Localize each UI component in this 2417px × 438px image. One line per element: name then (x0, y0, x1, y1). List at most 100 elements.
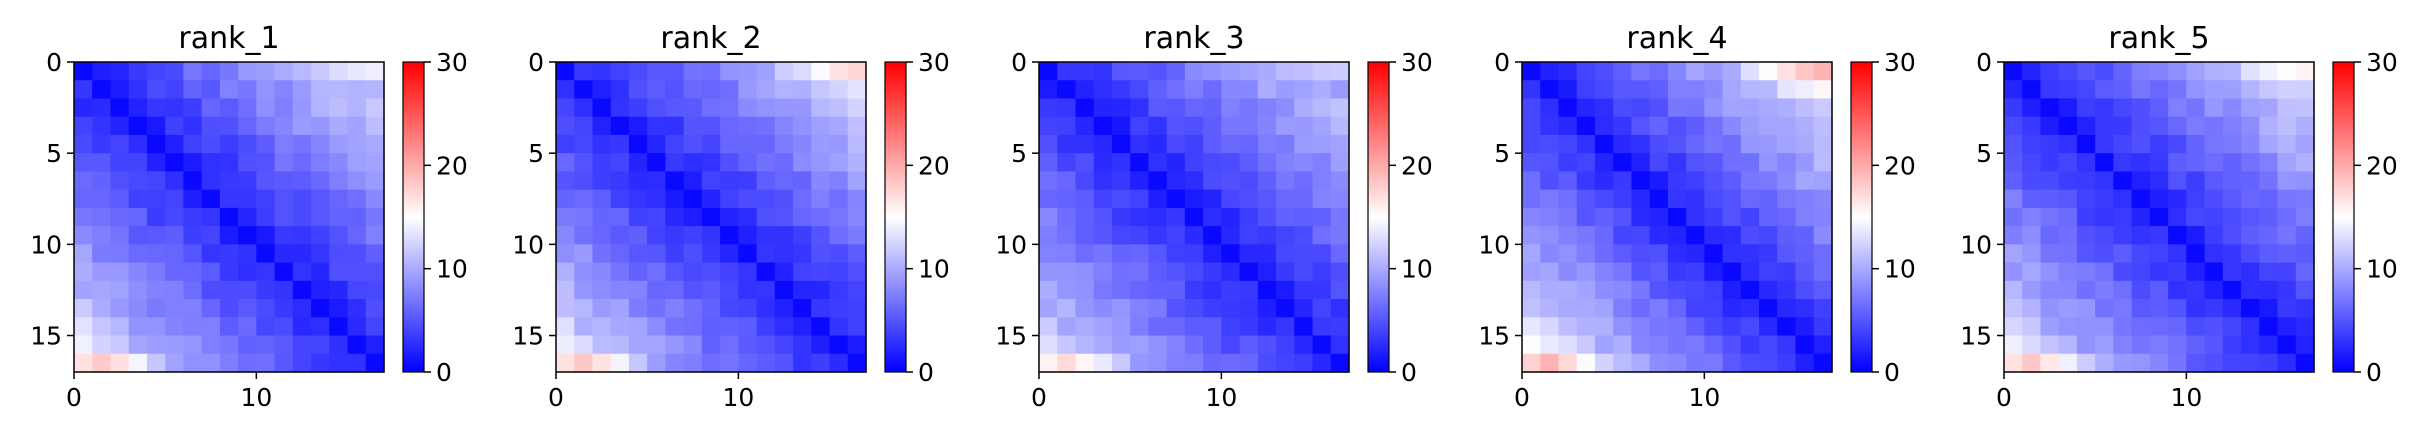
heatmap-cell (2277, 244, 2297, 264)
heatmap-cell (347, 153, 367, 173)
heatmap-cell (274, 80, 294, 100)
heatmap-cell (1540, 280, 1560, 300)
heatmap-cell (829, 62, 849, 81)
heatmap-cell (2131, 171, 2151, 191)
heatmap-cell (347, 299, 367, 318)
heatmap-cell (628, 134, 648, 154)
heatmap-cell (1594, 280, 1614, 300)
heatmap-cell (1576, 280, 1596, 300)
heatmap-cell (2113, 262, 2133, 282)
heatmap-cell (128, 98, 148, 118)
heatmap-cell (256, 80, 276, 100)
heatmap-cell (2076, 153, 2096, 173)
heatmap-cell (311, 98, 330, 118)
heatmap-cell (219, 262, 239, 282)
heatmap-cell (1594, 262, 1614, 282)
heatmap-cell (1613, 153, 1633, 173)
heatmap-cell (2259, 317, 2279, 337)
heatmap-cell (2058, 189, 2078, 209)
heatmap-cell (2295, 335, 2315, 355)
heatmap-cell (610, 189, 630, 209)
heatmap-cell (1039, 299, 1058, 318)
heatmap-cell (1740, 262, 1760, 282)
heatmap-cell (1594, 189, 1614, 209)
colorbar-tick-label: 0 (1401, 358, 1417, 387)
heatmap-cell (1759, 134, 1778, 154)
heatmap-cell (628, 62, 648, 81)
heatmap-cell (201, 98, 221, 118)
heatmap-cell (2204, 262, 2224, 282)
heatmap-cell (1722, 116, 1742, 136)
heatmap-cell (1330, 262, 1350, 282)
heatmap-cell (1039, 353, 1058, 373)
heatmap-cell (2113, 226, 2133, 245)
heatmap-cell (811, 153, 831, 173)
heatmap-cell (574, 80, 594, 100)
heatmap-cell (2058, 98, 2078, 118)
heatmap-cells (556, 62, 867, 373)
heatmap-cell (2186, 98, 2206, 118)
heatmap-cell (701, 134, 721, 154)
heatmap-cell (201, 335, 221, 355)
heatmap-cell (347, 353, 367, 373)
heatmap-cell (1130, 171, 1150, 191)
heatmap-cell (2095, 353, 2115, 373)
heatmap-cell (811, 98, 831, 118)
heatmap-cell (2295, 62, 2315, 81)
heatmap-cell (92, 353, 112, 373)
heatmap-cell (701, 353, 721, 373)
heatmap-cell (701, 153, 721, 173)
heatmap-cell (1039, 62, 1058, 81)
heatmap-cell (2113, 80, 2133, 100)
heatmap-cell (2004, 353, 2023, 373)
heatmap-cell (347, 134, 367, 154)
heatmap-cell (128, 80, 148, 100)
heatmap-cell (2004, 98, 2023, 118)
heatmap-cell (1203, 153, 1222, 173)
heatmap-cell (2259, 335, 2279, 355)
heatmap-cell (1704, 98, 1724, 118)
heatmap-cell (1257, 116, 1277, 136)
heatmap-cell (1613, 262, 1633, 282)
heatmap-cell (1613, 171, 1633, 191)
heatmap-cell (347, 62, 367, 81)
heatmap-cell (738, 317, 758, 337)
heatmap-cell (146, 116, 166, 136)
heatmap-cell (1558, 134, 1578, 154)
heatmap-cell (2095, 226, 2115, 245)
heatmap-cell (556, 171, 575, 191)
heatmap-cell (2095, 280, 2115, 300)
colorbar (402, 61, 425, 373)
heatmap-cell (665, 299, 685, 318)
heatmap-cell (720, 226, 739, 245)
heatmap-cell (201, 317, 221, 337)
heatmap-cell (1540, 244, 1560, 264)
heatmap-cell (1631, 280, 1651, 300)
heatmap-cell (201, 244, 221, 264)
heatmap-cell (574, 262, 594, 282)
heatmap-cell (556, 317, 575, 337)
heatmap-cell (1257, 80, 1277, 100)
heatmap-cell (2168, 335, 2187, 355)
heatmap-cell (1276, 171, 1295, 191)
heatmap-cell (1667, 299, 1687, 318)
heatmap-cell (146, 98, 166, 118)
heatmap-cell (1522, 62, 1541, 81)
heatmap-cell (647, 280, 667, 300)
heatmap-cell (1111, 98, 1131, 118)
heatmap-cell (774, 317, 794, 337)
heatmap-cell (128, 62, 148, 81)
heatmap-cell (683, 353, 703, 373)
heatmap-cell (2149, 244, 2169, 264)
heatmap-cell (92, 317, 112, 337)
heatmap-cell (1522, 207, 1541, 227)
heatmap-cell (365, 189, 385, 209)
heatmap-cell (2186, 353, 2206, 373)
heatmap-cell (74, 244, 93, 264)
heatmap-cell (1166, 226, 1186, 245)
heatmap-cell (1613, 280, 1633, 300)
heatmap-cell (1704, 116, 1724, 136)
heatmap-cell (1257, 244, 1277, 264)
heatmap-cell (847, 153, 867, 173)
